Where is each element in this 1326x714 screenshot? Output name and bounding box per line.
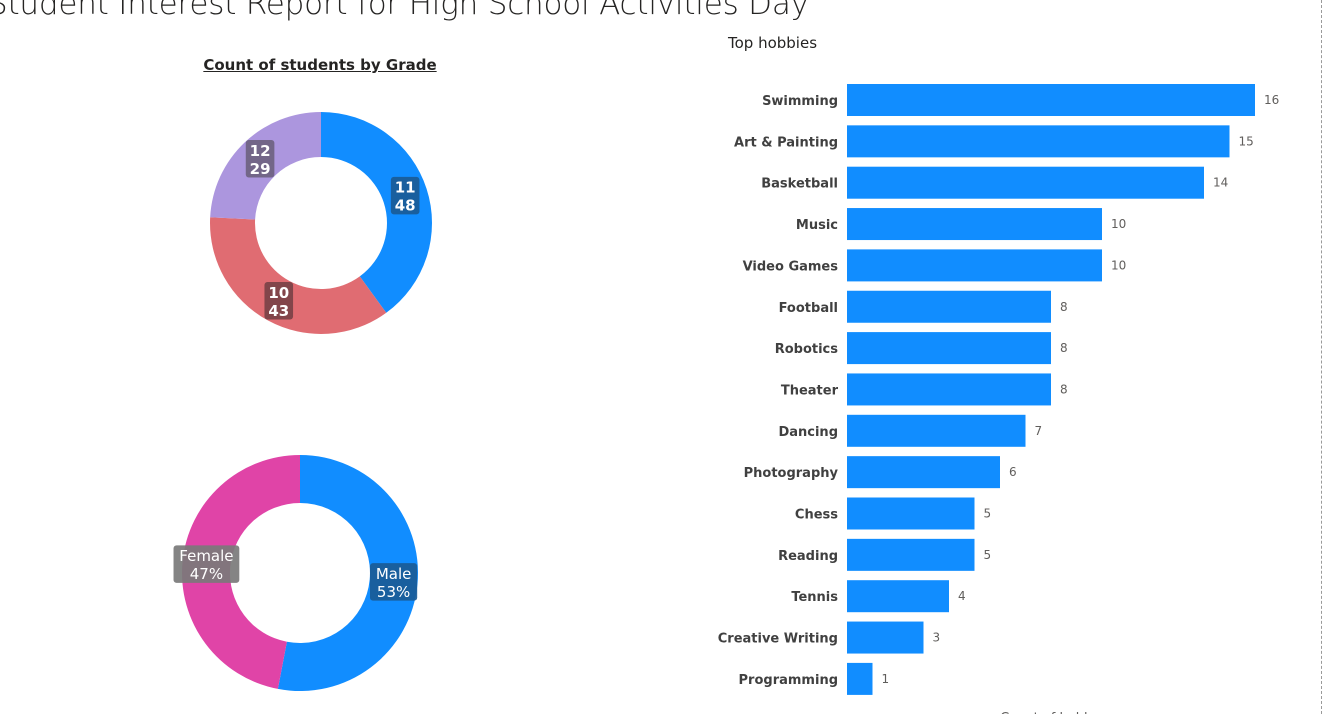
bar-value-label: 5: [984, 507, 992, 521]
hobbies-chart-title: Top hobbies: [728, 34, 818, 52]
bar-category-label: Creative Writing: [718, 632, 838, 647]
bar-dancing[interactable]: [847, 414, 1026, 447]
bar-basketball[interactable]: [847, 166, 1204, 199]
data-label-background: [390, 176, 420, 215]
bar-video-games[interactable]: [847, 249, 1102, 282]
donut-label-line2: 53%: [377, 583, 410, 601]
bar-category-label: Art & Painting: [734, 135, 838, 150]
grade-donut-visual[interactable]: Count of students by Grade 11 48 10 43 12 29: [0, 50, 640, 350]
bar-theater[interactable]: [847, 373, 1051, 406]
bar-value-label: 6: [1009, 465, 1017, 479]
donut-label-line1: 11: [395, 179, 416, 197]
donut-slice-10[interactable]: [210, 217, 387, 334]
data-label-background: [369, 563, 418, 601]
data-label-background: [264, 282, 294, 320]
bar-football[interactable]: [847, 290, 1051, 323]
donut-slice-female[interactable]: [181, 455, 300, 689]
donut-label-line1: 12: [250, 142, 271, 160]
bar-value-label: 8: [1060, 341, 1068, 355]
bar-value-label: 8: [1060, 382, 1068, 396]
bar-value-label: 14: [1213, 176, 1228, 190]
bar-value-label: 5: [984, 548, 992, 562]
bar-value-label: 3: [933, 631, 941, 645]
grade-chart-title: Count of students by Grade: [203, 56, 437, 74]
bar-category-label: Football: [779, 301, 838, 316]
bar-category-label: Programming: [739, 673, 838, 688]
bar-category-label: Chess: [795, 508, 838, 523]
bar-value-label: 16: [1264, 93, 1279, 107]
bar-category-label: Theater: [781, 383, 839, 398]
bar-category-label: Basketball: [761, 177, 838, 192]
bar-value-label: 10: [1111, 217, 1126, 231]
bar-value-label: 15: [1239, 134, 1254, 148]
bar-chess[interactable]: [847, 497, 975, 530]
data-label-background: [173, 545, 240, 583]
report-title: Student Interest Report for High School …: [0, 0, 809, 22]
bar-programming[interactable]: [847, 662, 873, 695]
page-border: [1321, 0, 1322, 714]
donut-slice-male[interactable]: [277, 455, 418, 691]
donut-slice-11[interactable]: [321, 112, 432, 313]
x-axis-title: Count of hobby: [1000, 711, 1100, 714]
bar-category-label: Reading: [778, 549, 838, 564]
bar-category-label: Swimming: [762, 94, 838, 109]
bar-value-label: 1: [882, 672, 890, 686]
bar-swimming[interactable]: [847, 84, 1255, 116]
bar-category-label: Dancing: [778, 425, 838, 440]
bar-reading[interactable]: [847, 538, 975, 571]
donut-label-line1: 10: [268, 284, 289, 302]
donut-label-line2: 47%: [190, 565, 223, 583]
bar-value-label: 8: [1060, 300, 1068, 314]
hobbies-bar-visual[interactable]: Top hobbies Swimming 16 Art & Painting 15 Ba…: [718, 30, 1316, 714]
gender-donut-visual[interactable]: Male 53% Female 47%: [0, 440, 640, 714]
donut-label-line1: Female: [179, 547, 233, 565]
donut-label-line2: 48: [395, 197, 416, 215]
bar-photography[interactable]: [847, 456, 1000, 489]
bar-category-label: Music: [796, 218, 838, 233]
bar-value-label: 4: [958, 589, 966, 603]
donut-label-line2: 29: [250, 160, 271, 178]
bar-category-label: Photography: [744, 466, 839, 481]
bar-art-painting[interactable]: [847, 125, 1230, 158]
bar-category-label: Tennis: [791, 590, 838, 605]
bar-music[interactable]: [847, 208, 1102, 241]
donut-label-line1: Male: [376, 565, 412, 583]
bar-category-label: Robotics: [775, 342, 839, 357]
donut-label-line2: 43: [268, 302, 289, 320]
bar-value-label: 10: [1111, 258, 1126, 272]
bar-creative-writing[interactable]: [847, 621, 924, 654]
bar-tennis[interactable]: [847, 580, 949, 613]
data-label-background: [245, 140, 275, 178]
bar-category-label: Video Games: [743, 259, 839, 274]
bar-value-label: 7: [1035, 424, 1043, 438]
bar-robotics[interactable]: [847, 332, 1051, 365]
